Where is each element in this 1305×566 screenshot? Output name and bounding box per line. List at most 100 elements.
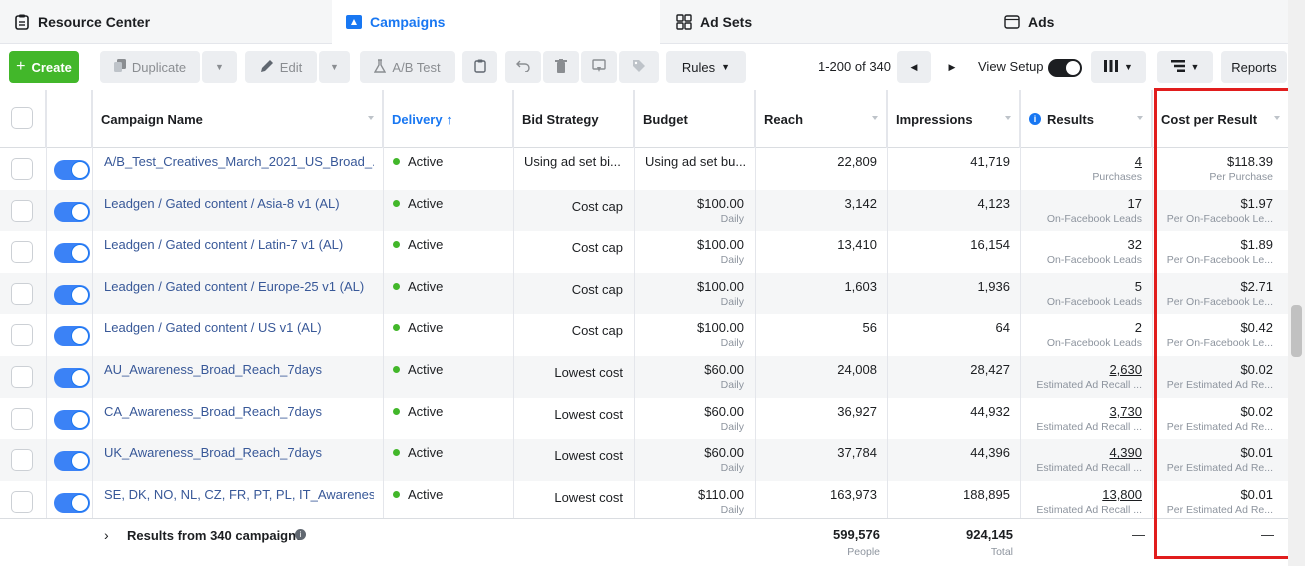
campaign-name-link[interactable]: Leadgen / Gated content / Latin-7 v1 (AL…	[104, 237, 344, 253]
row-checkbox[interactable]	[11, 241, 33, 264]
chevron-right-icon[interactable]: ›	[104, 527, 109, 543]
campaign-name-link[interactable]: Leadgen / Gated content / Europe-25 v1 (…	[104, 278, 365, 294]
column-header-budget[interactable]: Budget	[634, 90, 755, 148]
campaign-name-link[interactable]: Leadgen / Gated content / Asia-8 v1 (AL)	[104, 195, 340, 211]
table-row[interactable]: AU_Awareness_Broad_Reach_7days Active Lowe…	[0, 356, 1288, 398]
summary-row: › Results from 340 campaigns i 599,576 P…	[0, 518, 1288, 566]
row-checkbox[interactable]	[11, 282, 33, 305]
budget-period: Daily	[720, 503, 744, 516]
column-header-cost-per-result[interactable]: Cost per Result	[1152, 90, 1288, 148]
delete-button[interactable]	[543, 51, 579, 83]
campaign-name-link[interactable]: SE, DK, NO, NL, CZ, FR, PT, PL, IT_Aware…	[104, 486, 374, 502]
campaign-toggle[interactable]	[54, 201, 90, 222]
campaign-toggle[interactable]	[54, 284, 90, 305]
impressions-value: 64	[995, 320, 1010, 336]
row-checkbox[interactable]	[11, 366, 33, 388]
delivery-status: Active	[393, 404, 443, 419]
impressions-value: 28,427	[970, 362, 1010, 377]
scrollbar-thumb[interactable]	[1291, 305, 1302, 357]
impressions-value: 188,895	[963, 486, 1010, 502]
tab-bar: Resource Center Campaigns Ad Sets Ads	[0, 0, 1288, 44]
table-row[interactable]: CA_Awareness_Broad_Reach_7days Active Lowe…	[0, 398, 1288, 440]
bid-strategy: Cost cap	[571, 281, 623, 297]
cost-per-result-value: $0.01	[1240, 486, 1273, 502]
columns-button[interactable]: ▼	[1091, 51, 1146, 83]
campaign-name-link[interactable]: Leadgen / Gated content / US v1 (AL)	[104, 320, 322, 336]
breakdown-button[interactable]: ▼	[1157, 51, 1213, 83]
column-header-reach[interactable]: Reach	[755, 90, 887, 148]
info-icon: i	[1029, 113, 1041, 125]
undo-button[interactable]	[505, 51, 541, 83]
column-header-bid-strategy[interactable]: Bid Strategy	[513, 90, 634, 148]
column-header-campaign-name[interactable]: Campaign Name	[92, 90, 383, 148]
tab-campaigns[interactable]: Campaigns	[332, 0, 660, 44]
select-all-cell	[0, 90, 46, 148]
campaign-toggle[interactable]	[54, 368, 90, 388]
status-dot-icon	[393, 282, 400, 290]
table-row[interactable]: Leadgen / Gated content / Asia-8 v1 (AL)…	[0, 189, 1288, 232]
tab-resource-center[interactable]: Resource Center	[0, 0, 332, 44]
status-dot-icon	[393, 199, 400, 207]
clipboard-button[interactable]	[462, 51, 497, 83]
rules-button[interactable]: Rules ▼	[666, 51, 746, 83]
row-checkbox[interactable]	[11, 407, 33, 430]
row-checkbox[interactable]	[11, 324, 33, 347]
toggle-knob	[71, 161, 89, 179]
campaign-toggle[interactable]	[54, 160, 90, 180]
column-header-delivery[interactable]: Delivery ↑	[383, 90, 513, 148]
preview-button[interactable]	[581, 51, 617, 83]
table-row[interactable]: SE, DK, NO, NL, CZ, FR, PT, PL, IT_Aware…	[0, 481, 1288, 523]
reports-button[interactable]: Reports	[1221, 51, 1287, 83]
row-checkbox[interactable]	[11, 449, 33, 472]
table-row[interactable]: Leadgen / Gated content / US v1 (AL) Acti…	[0, 314, 1288, 356]
campaign-toggle[interactable]	[54, 492, 90, 513]
table-row[interactable]: Leadgen / Gated content / Latin-7 v1 (AL…	[0, 231, 1288, 273]
duplicate-dropdown-button[interactable]: ▼	[202, 51, 237, 83]
results-value: 32	[1127, 237, 1142, 253]
chevron-right-icon[interactable]: ▶	[948, 61, 956, 72]
bid-strategy: Using ad set bi...	[524, 154, 621, 169]
reach-value: 56	[862, 320, 877, 336]
preview-icon	[592, 58, 606, 76]
table-header: Campaign Name Delivery ↑ Bid Strategy Bu…	[0, 90, 1288, 148]
edit-dropdown-button[interactable]: ▼	[319, 51, 350, 83]
scrollbar[interactable]	[1288, 0, 1305, 566]
duplicate-button[interactable]: Duplicate	[100, 51, 200, 83]
row-checkbox[interactable]	[11, 490, 33, 513]
create-button[interactable]: + Create	[9, 51, 79, 83]
toggle-knob	[71, 493, 89, 512]
edit-button[interactable]: Edit	[245, 51, 317, 83]
campaign-toggle[interactable]	[54, 409, 90, 430]
row-checkbox[interactable]	[11, 158, 33, 180]
results-value: 4	[1134, 154, 1142, 169]
tab-ad-sets[interactable]: Ad Sets	[660, 0, 990, 44]
campaign-name-link[interactable]: UK_Awareness_Broad_Reach_7days	[104, 445, 323, 461]
prev-page-button[interactable]: ◀	[897, 51, 931, 83]
tag-button[interactable]	[619, 51, 659, 83]
budget-value: $60.00	[704, 445, 744, 461]
campaign-name-link[interactable]: CA_Awareness_Broad_Reach_7days	[104, 403, 323, 419]
column-header-impressions[interactable]: Impressions	[887, 90, 1020, 148]
campaign-toggle[interactable]	[54, 326, 90, 347]
bid-strategy: Cost cap	[571, 198, 623, 214]
column-header-results[interactable]: i Results	[1020, 90, 1152, 148]
reach-value: 36,927	[837, 403, 877, 419]
campaign-toggle[interactable]	[54, 243, 90, 264]
select-all-checkbox[interactable]	[11, 107, 33, 129]
impressions-value: 4,123	[977, 195, 1010, 211]
view-setup-toggle[interactable]	[1048, 59, 1082, 77]
campaign-name-link[interactable]: A/B_Test_Creatives_March_2021_US_Broad_.…	[104, 154, 374, 169]
ab-test-button[interactable]: A/B Test	[360, 51, 455, 83]
tab-ads[interactable]: Ads	[990, 0, 1288, 44]
budget-value: $60.00	[704, 362, 744, 377]
table-row[interactable]: UK_Awareness_Broad_Reach_7days Active Lowe…	[0, 439, 1288, 481]
row-checkbox[interactable]	[11, 199, 33, 222]
delivery-status: Active	[393, 445, 443, 460]
chevron-down-icon: ▼	[1190, 62, 1200, 72]
campaign-name-link[interactable]: AU_Awareness_Broad_Reach_7days	[104, 362, 323, 377]
budget-value: $100.00	[697, 195, 744, 211]
campaign-toggle[interactable]	[54, 451, 90, 472]
table-row[interactable]: A/B_Test_Creatives_March_2021_US_Broad_.…	[0, 148, 1288, 190]
table-row[interactable]: Leadgen / Gated content / Europe-25 v1 (…	[0, 272, 1288, 315]
chevron-down-icon: ▼	[721, 62, 731, 72]
